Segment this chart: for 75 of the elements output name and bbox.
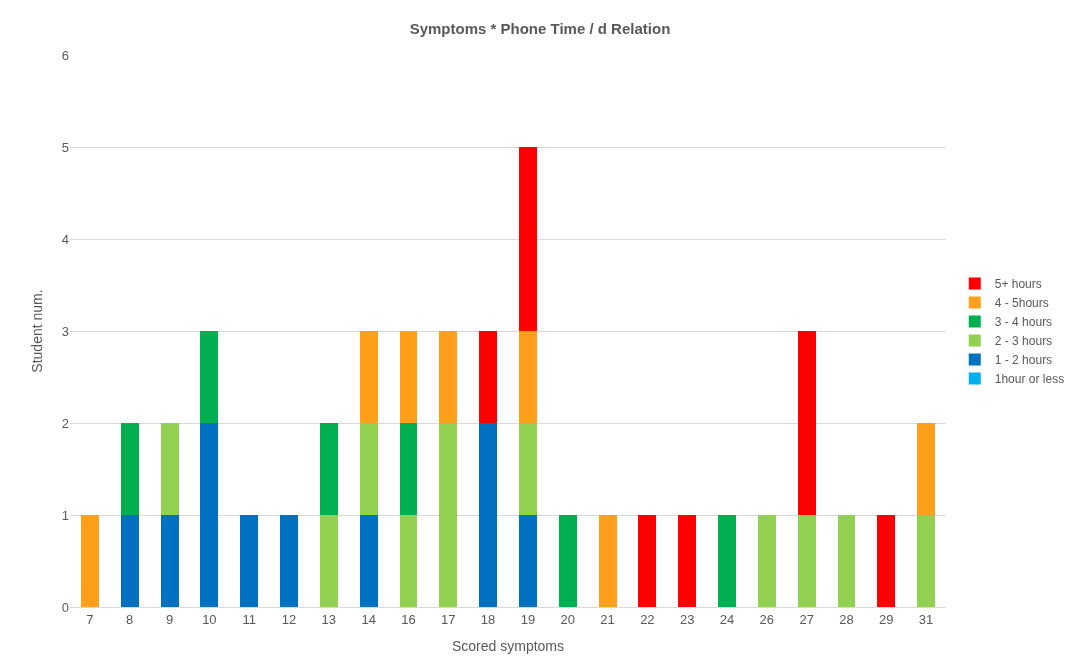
legend-label: 1 - 2 hours bbox=[994, 353, 1053, 368]
bar bbox=[757, 515, 776, 607]
bar bbox=[917, 515, 936, 607]
y-tick-label: 2 bbox=[61, 415, 69, 431]
x-tick-label: 19 bbox=[520, 611, 536, 627]
bar bbox=[280, 515, 298, 607]
bar bbox=[917, 423, 936, 515]
bar bbox=[359, 423, 378, 515]
bar bbox=[837, 515, 856, 607]
bar bbox=[558, 515, 577, 607]
chart-title: Symptoms * Phone Time / d Relation bbox=[409, 19, 671, 37]
x-tick-label: 23 bbox=[679, 611, 695, 627]
x-tick-label: 11 bbox=[242, 611, 256, 627]
bar bbox=[120, 423, 139, 515]
bar bbox=[518, 515, 537, 607]
y-tick-label: 6 bbox=[61, 47, 69, 63]
bar bbox=[359, 515, 378, 607]
bar bbox=[479, 331, 498, 423]
x-tick-label: 28 bbox=[839, 611, 854, 627]
bar bbox=[479, 423, 498, 607]
bar bbox=[160, 515, 179, 607]
x-tick-label: 29 bbox=[879, 611, 894, 627]
bar bbox=[638, 515, 657, 607]
x-tick-label: 22 bbox=[640, 611, 655, 627]
bar bbox=[399, 423, 418, 515]
bar bbox=[200, 331, 219, 423]
bar bbox=[319, 423, 338, 515]
bar bbox=[160, 423, 179, 515]
bar bbox=[877, 515, 896, 607]
bar bbox=[797, 331, 816, 515]
bar bbox=[598, 515, 617, 607]
bar bbox=[319, 515, 338, 607]
legend-label: 1hour or less bbox=[994, 372, 1065, 387]
x-tick-label: 8 bbox=[126, 611, 134, 627]
y-tick-label: 0 bbox=[61, 599, 69, 615]
bar bbox=[439, 423, 458, 607]
bar bbox=[399, 515, 418, 607]
x-tick-label: 31 bbox=[918, 611, 934, 627]
bar bbox=[80, 515, 99, 607]
x-tick-label: 7 bbox=[86, 611, 94, 627]
bar bbox=[518, 423, 537, 515]
y-tick-label: 5 bbox=[61, 139, 69, 155]
bar bbox=[359, 331, 378, 423]
x-tick-label: 10 bbox=[202, 611, 217, 627]
legend-label: 2 - 3 hours bbox=[994, 334, 1053, 349]
x-tick-label: 26 bbox=[759, 611, 775, 627]
x-tick-label: 20 bbox=[560, 611, 575, 627]
y-tick-label: 1 bbox=[61, 507, 69, 523]
bar bbox=[518, 331, 537, 423]
y-tick-label: 3 bbox=[61, 323, 69, 339]
x-axis-title: Scored symptoms bbox=[451, 637, 565, 654]
bar bbox=[797, 515, 816, 607]
y-axis-title: Student num. bbox=[29, 289, 46, 373]
legend-label: 4 - 5hours bbox=[994, 296, 1049, 311]
legend-label: 3 - 4 hours bbox=[994, 315, 1053, 330]
legend-label: 5+ hours bbox=[994, 277, 1042, 292]
bar bbox=[200, 423, 219, 607]
bar bbox=[399, 331, 418, 423]
x-tick-label: 21 bbox=[600, 611, 615, 627]
bar bbox=[120, 515, 139, 607]
bar bbox=[240, 515, 259, 607]
bar bbox=[439, 331, 458, 423]
x-tick-label: 13 bbox=[321, 611, 337, 627]
x-tick-label: 12 bbox=[281, 611, 297, 627]
x-tick-label: 18 bbox=[480, 611, 496, 627]
x-tick-label: 14 bbox=[361, 611, 376, 627]
x-tick-label: 27 bbox=[799, 611, 814, 627]
x-tick-label: 24 bbox=[719, 611, 735, 627]
bar bbox=[678, 515, 697, 607]
bar bbox=[718, 515, 736, 607]
x-tick-label: 16 bbox=[401, 611, 416, 627]
bar bbox=[518, 147, 537, 331]
x-tick-label: 9 bbox=[165, 611, 174, 627]
x-tick-label: 17 bbox=[441, 611, 456, 627]
y-tick-label: 4 bbox=[61, 231, 69, 247]
